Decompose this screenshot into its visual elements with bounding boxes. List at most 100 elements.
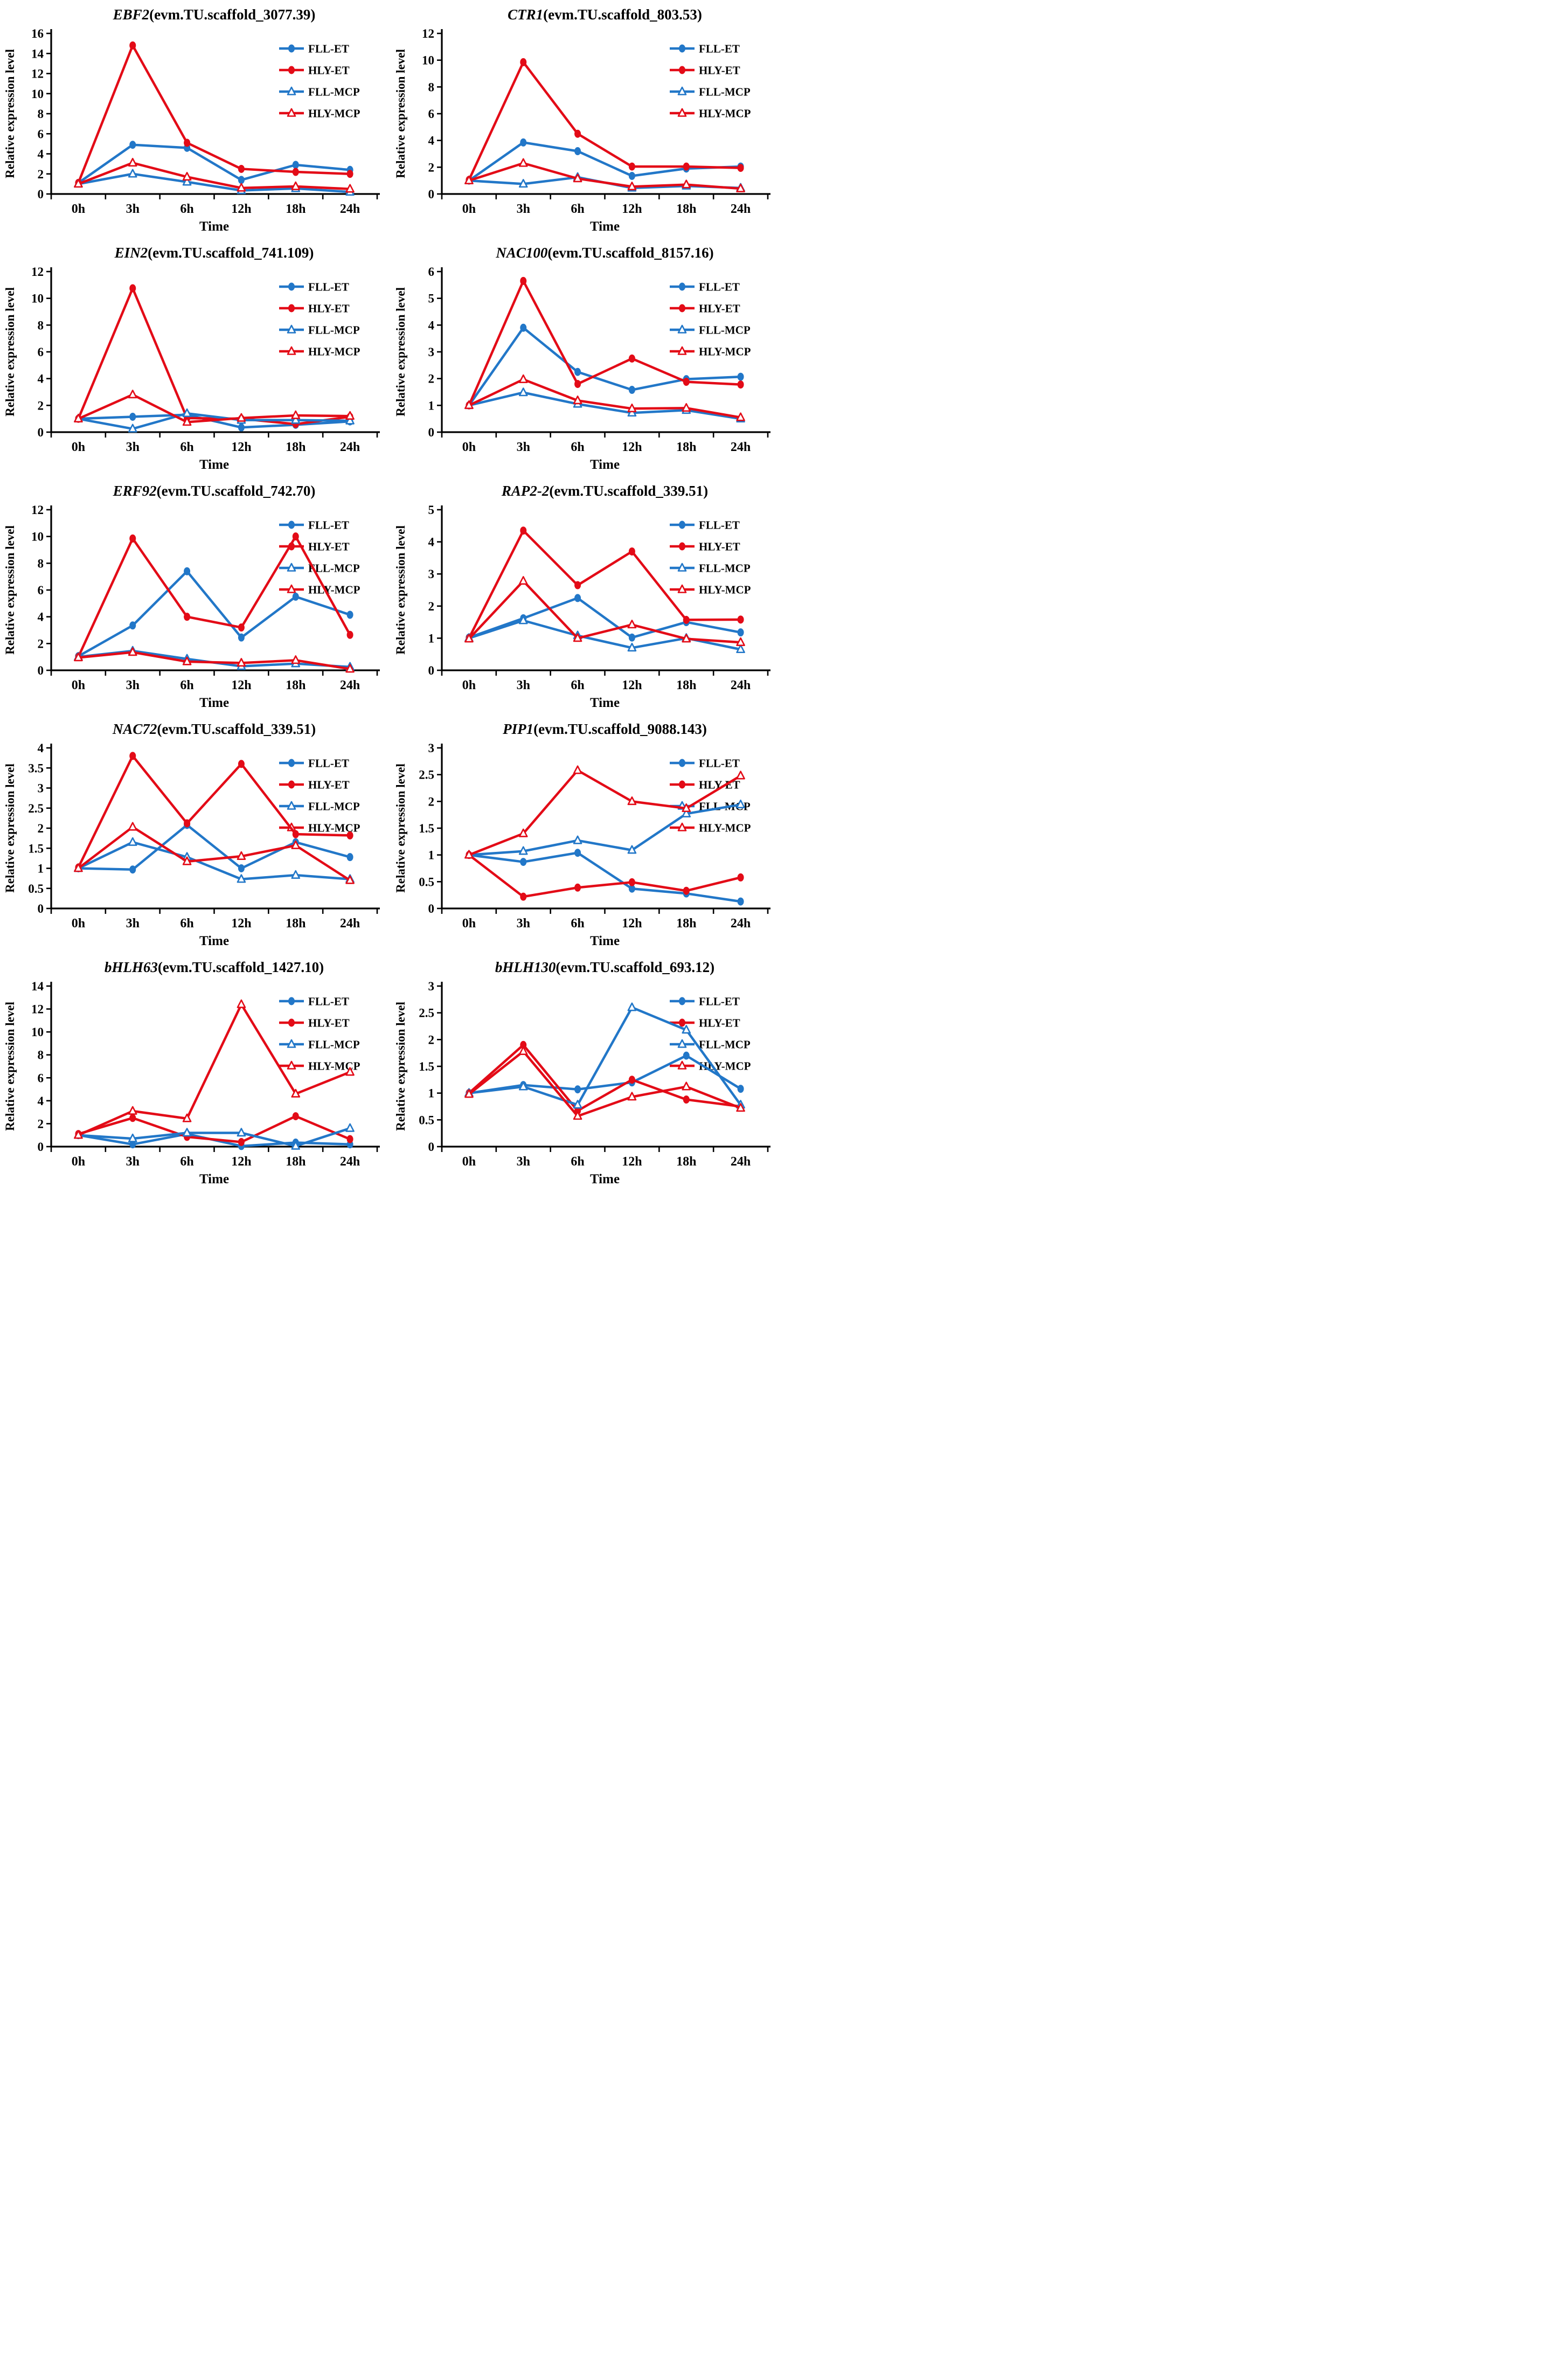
data-point-triangle (128, 390, 137, 399)
data-point-circle (679, 759, 685, 767)
x-tick-label: 18h (286, 440, 306, 454)
legend-label: FLL-ET (308, 43, 349, 55)
data-point-triangle (464, 850, 474, 859)
data-point-circle (574, 594, 581, 602)
x-tick-label: 0h (72, 917, 85, 931)
data-point-triangle (291, 655, 301, 664)
data-point-triangle (682, 808, 691, 817)
x-tick-label: 0h (462, 917, 476, 931)
data-point-circle (683, 1095, 690, 1104)
data-point-triangle (464, 634, 474, 643)
data-point-circle (737, 873, 744, 882)
y-tick-label: 10 (31, 530, 44, 544)
data-point-circle (238, 176, 245, 184)
chart-title: bHLH130(evm.TU.scaffold_693.12) (495, 959, 714, 975)
series-HLY-ET (466, 851, 744, 901)
legend-label: HLY-MCP (699, 822, 751, 835)
x-tick-label: 12h (231, 917, 251, 931)
data-point-circle (288, 66, 295, 74)
series-FLL-MCP (74, 1123, 355, 1150)
data-point-triangle (128, 424, 137, 433)
data-point-triangle (237, 413, 246, 422)
series-line (77, 651, 351, 670)
data-point-triangle (518, 387, 528, 397)
y-axis-label: Relative expression level (394, 49, 407, 178)
y-tick-label: 4 (38, 1094, 44, 1108)
data-point-circle (679, 66, 685, 74)
series-line (468, 1006, 742, 1106)
legend-label: FLL-MCP (699, 86, 751, 99)
data-point-circle (238, 623, 245, 632)
data-point-circle (288, 282, 295, 291)
data-point-triangle (736, 637, 745, 646)
x-tick-label: 3h (126, 917, 140, 931)
chart-title: RAP2-2(evm.TU.scaffold_339.51) (501, 483, 708, 499)
x-tick-label: 18h (676, 917, 696, 931)
y-tick-label: 4 (38, 372, 44, 386)
data-point-circle (679, 542, 685, 551)
y-tick-label: 1 (428, 1087, 435, 1100)
y-tick-label: 4 (428, 318, 435, 332)
data-point-circle (679, 304, 685, 313)
x-axis-label: Time (199, 696, 229, 710)
chart-panel-PIP1: PIP1(evm.TU.scaffold_9088.143) Relative e… (391, 714, 781, 953)
chart-title: NAC72(evm.TU.scaffold_339.51) (112, 721, 316, 737)
data-point-circle (288, 44, 295, 53)
series-HLY-MCP (464, 576, 745, 646)
data-point-triangle (345, 184, 355, 193)
data-point-circle (292, 168, 299, 176)
x-tick-label: 24h (340, 1155, 360, 1169)
series-line (468, 378, 742, 419)
data-point-circle (292, 592, 299, 601)
legend-label: HLY-ET (308, 64, 350, 77)
data-point-triangle (518, 374, 528, 383)
legend-label: HLY-ET (308, 779, 350, 792)
data-point-circle (679, 780, 685, 789)
y-tick-label: 14 (31, 980, 44, 993)
line-chart: bHLH63(evm.TU.scaffold_1427.10) Relative … (3, 959, 380, 1186)
x-tick-label: 3h (126, 678, 140, 692)
y-axis-label: Relative expression level (3, 525, 17, 655)
chart-panel-CTR1: CTR1(evm.TU.scaffold_803.53) Relative exp… (391, 0, 781, 238)
x-tick-label: 24h (731, 1155, 751, 1169)
x-tick-label: 6h (571, 678, 584, 692)
y-tick-label: 0.5 (419, 875, 434, 889)
series-line (77, 143, 351, 184)
x-tick-label: 24h (340, 202, 360, 216)
data-point-circle (520, 58, 527, 66)
data-point-circle (683, 162, 690, 171)
series-line (77, 535, 351, 658)
data-point-circle (129, 1114, 136, 1122)
x-tick-label: 0h (462, 202, 476, 216)
data-point-circle (346, 610, 353, 619)
data-point-circle (292, 1112, 299, 1121)
data-point-circle (574, 367, 581, 376)
data-point-circle (346, 831, 353, 839)
y-tick-label: 0 (38, 1140, 44, 1154)
y-tick-label: 0 (428, 1140, 435, 1154)
chart-title: ERF92(evm.TU.scaffold_742.70) (113, 483, 316, 499)
x-tick-label: 24h (731, 202, 751, 216)
figure-grid: EBF2(evm.TU.scaffold_3077.39) Relative ex… (0, 0, 781, 1191)
data-point-triangle (345, 664, 355, 673)
y-tick-label: 12 (31, 503, 44, 517)
data-point-circle (628, 171, 635, 180)
chart-title: CTR1(evm.TU.scaffold_803.53) (508, 6, 702, 23)
x-tick-label: 18h (676, 1155, 696, 1169)
data-point-triangle (677, 563, 687, 572)
data-point-triangle (573, 395, 582, 405)
series-line (468, 141, 742, 182)
series-line (468, 280, 742, 407)
series-line (77, 825, 351, 882)
y-tick-label: 3 (428, 980, 435, 993)
x-tick-label: 18h (676, 678, 696, 692)
data-point-circle (129, 284, 136, 293)
data-point-circle (238, 633, 245, 642)
y-tick-label: 8 (38, 107, 44, 121)
line-chart: NAC72(evm.TU.scaffold_339.51) Relative ex… (3, 721, 380, 948)
data-point-triangle (128, 837, 137, 846)
data-point-circle (238, 423, 245, 432)
data-point-circle (520, 526, 527, 535)
y-tick-label: 6 (428, 107, 435, 121)
y-tick-label: 16 (31, 27, 44, 40)
